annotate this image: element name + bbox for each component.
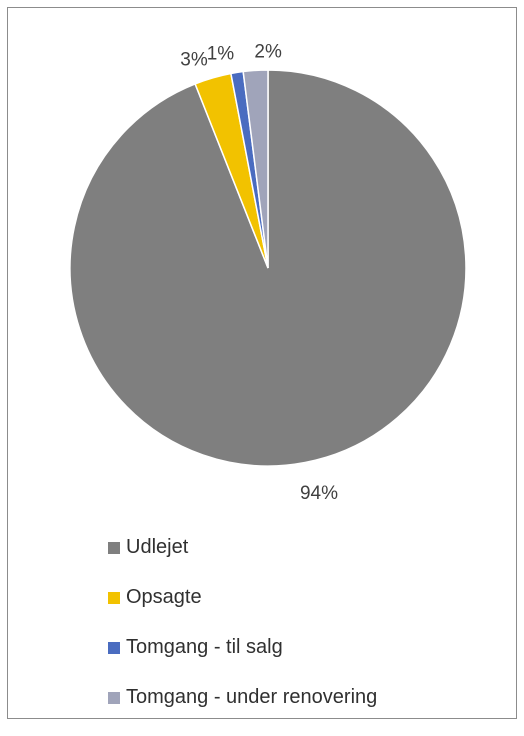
data-label-udlejet: 94% (300, 483, 338, 504)
legend-label-opsagte: Opsagte (126, 586, 202, 608)
legend-label-tomgang-under-renovering: Tomgang - under renovering (126, 686, 378, 708)
legend-swatch-tomgang-under-renovering (108, 692, 120, 704)
legend-swatch-opsagte (108, 592, 120, 604)
legend-swatch-udlejet (108, 542, 120, 554)
data-label-tomgang-til-salg: 1% (207, 44, 235, 65)
legend-label-udlejet: Udlejet (126, 536, 189, 558)
data-label-tomgang-under-renovering: 2% (254, 41, 282, 62)
legend-swatch-tomgang-til-salg (108, 642, 120, 654)
pie-slice-tomgang-under-renovering (242, 69, 269, 269)
data-label-opsagte: 3% (180, 50, 208, 71)
legend-label-tomgang-til-salg: Tomgang - til salg (126, 636, 283, 658)
